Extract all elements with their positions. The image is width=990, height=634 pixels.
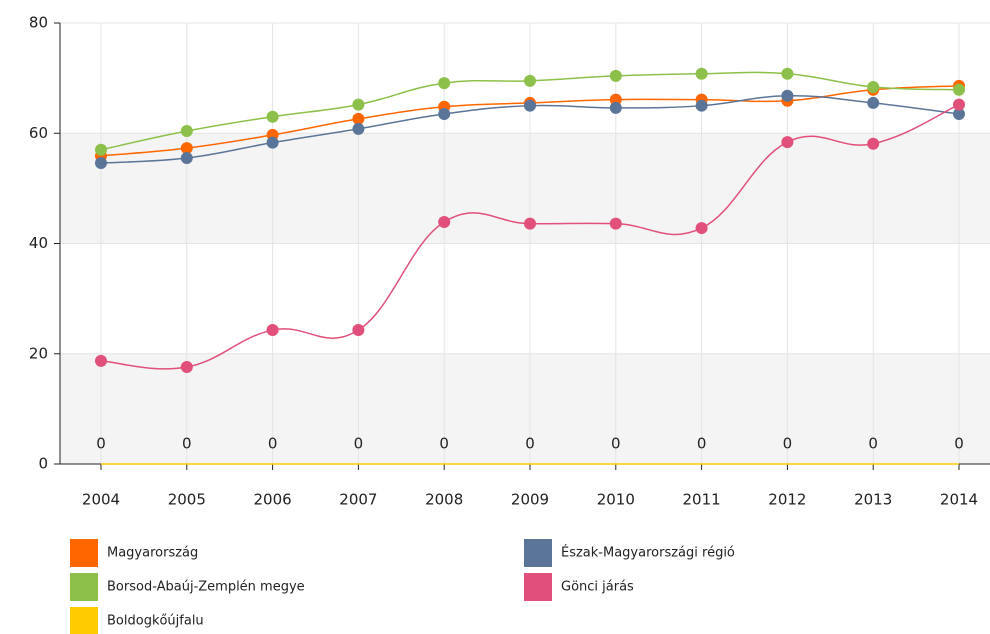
legend-label: Magyarország (107, 546, 198, 561)
series-point (609, 101, 622, 114)
data-label: 0 (954, 435, 964, 453)
data-label: 0 (868, 435, 878, 453)
data-label: 0 (783, 435, 793, 453)
series-point (781, 136, 794, 149)
series-point (438, 107, 451, 120)
series-point (266, 110, 279, 123)
legend-label: Észak-Magyarországi régió (561, 545, 735, 561)
series-point (266, 324, 279, 337)
y-tick-label: 80 (29, 14, 48, 32)
series-point (609, 217, 622, 230)
series-point (524, 217, 536, 230)
series-point (352, 112, 365, 125)
series-point (609, 69, 622, 82)
series-point (781, 89, 794, 102)
legend-label: Boldogkőújfalu (107, 614, 204, 629)
series-point (524, 99, 536, 112)
series-point (867, 96, 880, 109)
series-point (695, 222, 708, 235)
data-label: 0 (525, 435, 535, 453)
data-label: 0 (182, 435, 192, 453)
data-label: 0 (354, 435, 364, 453)
series-point (352, 122, 365, 135)
series-point (352, 324, 365, 337)
x-tick-label: 2006 (254, 491, 292, 509)
series-point (180, 152, 193, 165)
x-tick-label: 2012 (768, 491, 806, 509)
series-point (524, 74, 536, 87)
series-point (438, 216, 451, 229)
legend-swatch (70, 573, 98, 601)
legend-label: Borsod-Abaúj-Zemplén megye (107, 580, 305, 595)
series-point (180, 360, 193, 373)
series-point (438, 77, 451, 90)
x-tick-label: 2004 (82, 491, 120, 509)
x-tick-label: 2010 (597, 491, 635, 509)
series-point (867, 80, 880, 93)
x-tick-label: 2014 (940, 491, 978, 509)
series-point (95, 354, 107, 367)
series-point (180, 142, 193, 155)
series-point (609, 93, 622, 106)
series-point (266, 136, 279, 149)
series-point (352, 98, 365, 111)
series-point (953, 107, 965, 120)
x-tick-label: 2007 (339, 491, 377, 509)
y-tick-label: 60 (29, 124, 48, 142)
x-tick-label: 2013 (854, 491, 892, 509)
data-label: 0 (268, 435, 278, 453)
series-point (953, 83, 965, 96)
x-tick-label: 2011 (683, 491, 721, 509)
legend-label: Gönci járás (561, 580, 634, 595)
series-point (953, 98, 965, 111)
legend-swatch (70, 607, 98, 634)
x-tick-label: 2009 (511, 491, 549, 509)
y-tick-label: 20 (29, 344, 48, 362)
band (60, 353, 990, 464)
data-label: 0 (439, 435, 449, 453)
series-point (180, 125, 193, 138)
data-label: 0 (611, 435, 621, 453)
x-tick-label: 2005 (168, 491, 206, 509)
legend-swatch (70, 539, 98, 567)
series-point (695, 99, 708, 112)
series-point (781, 67, 794, 80)
data-label: 0 (697, 435, 707, 453)
series-point (95, 157, 107, 170)
data-label: 0 (96, 435, 106, 453)
y-tick-label: 0 (38, 455, 48, 473)
series-point (867, 137, 880, 150)
series-point (95, 143, 107, 156)
legend-swatch (524, 573, 552, 601)
y-tick-label: 40 (29, 234, 48, 252)
legend-swatch (524, 539, 552, 567)
x-tick-label: 2008 (425, 491, 463, 509)
series-point (695, 67, 708, 80)
